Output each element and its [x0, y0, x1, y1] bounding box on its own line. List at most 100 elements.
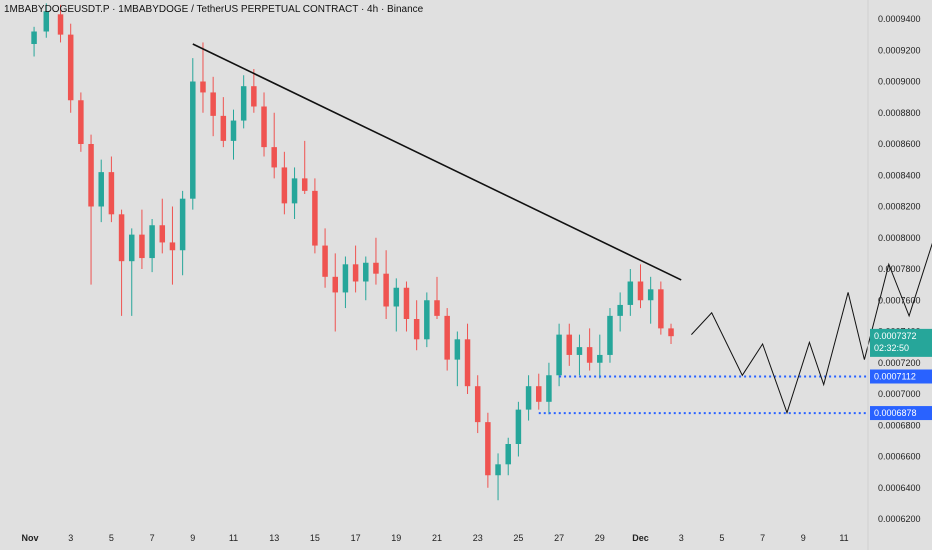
candle-body: [515, 409, 522, 444]
candle-body: [607, 315, 613, 355]
candle-body: [525, 386, 532, 410]
candle-body: [363, 262, 369, 282]
x-tick-label: 19: [391, 533, 401, 543]
x-tick-label: 15: [310, 533, 320, 543]
y-tick-label: 0.0009200: [878, 45, 921, 55]
candle-body: [413, 319, 420, 340]
x-tick-label: Nov: [21, 533, 38, 543]
y-tick-label: 0.0009000: [878, 77, 921, 87]
candle-body: [78, 100, 84, 144]
y-tick-label: 0.0008800: [878, 108, 921, 118]
candle-body: [566, 334, 573, 355]
candle-body: [220, 115, 227, 141]
candle-body: [251, 86, 257, 107]
candle-body: [393, 287, 400, 307]
candle-body: [424, 300, 430, 340]
y-tick-label: 0.0006400: [878, 483, 921, 493]
support-level-tag: [870, 406, 932, 421]
candle-body: [505, 444, 511, 465]
x-tick-label: 21: [432, 533, 442, 543]
x-tick-label: 3: [679, 533, 684, 543]
candle-body: [57, 14, 64, 35]
candle-body: [200, 81, 206, 93]
y-tick-label: 0.0007800: [878, 264, 921, 274]
y-tick-label: 0.0008400: [878, 170, 921, 180]
candle-body: [536, 386, 542, 402]
candle-body: [322, 245, 328, 277]
x-tick-label: 23: [473, 533, 483, 543]
y-tick-label: 0.0008600: [878, 139, 921, 149]
candle-body: [454, 339, 461, 360]
candle-body: [190, 81, 196, 199]
x-tick-label: 3: [68, 533, 73, 543]
y-tick-label: 0.0007000: [878, 389, 921, 399]
x-tick-label: 5: [109, 533, 114, 543]
candle-body: [434, 300, 440, 316]
candle-body: [403, 287, 410, 319]
x-tick-label: 7: [150, 533, 155, 543]
candle-body: [301, 178, 308, 191]
x-tick-label: 11: [839, 533, 848, 543]
candle-body: [352, 264, 359, 282]
y-tick-label: 0.0006600: [878, 452, 921, 462]
candle-body: [139, 234, 145, 259]
candle-body: [149, 225, 155, 259]
current-price-tag: [870, 328, 932, 357]
y-tick-label: 0.0007600: [878, 295, 921, 305]
x-tick-label: 17: [351, 533, 361, 543]
y-tick-label: 0.0008000: [878, 233, 921, 243]
support-level-label: 0.0007112: [874, 372, 916, 382]
current-price-value: 0.0007372: [874, 331, 917, 341]
x-tick-label: 11: [229, 533, 238, 543]
candle-body: [464, 339, 471, 387]
candle-body: [169, 242, 176, 251]
x-tick-label: 7: [760, 533, 765, 543]
candle-body: [617, 304, 623, 316]
candle-body: [637, 281, 644, 301]
candle-body: [261, 106, 267, 148]
candle-body: [108, 172, 115, 215]
candle-body: [332, 276, 338, 293]
y-tick-label: 0.0009400: [878, 14, 921, 24]
candle-body: [495, 464, 501, 476]
y-tick-label: 0.0006800: [878, 420, 921, 430]
candle-body: [668, 328, 674, 337]
candle-body: [373, 262, 379, 274]
x-tick-label: Dec: [632, 533, 649, 543]
candle-body: [485, 422, 491, 476]
y-tick-label: 0.0008200: [878, 202, 921, 212]
candle-body: [647, 289, 654, 301]
candle-body: [546, 375, 552, 402]
candle-body: [658, 289, 664, 329]
candle-body: [474, 386, 481, 423]
trendline: [192, 43, 682, 281]
candle-body: [342, 264, 349, 293]
candle-body: [271, 147, 277, 168]
candle-body: [67, 34, 74, 101]
candle-body: [383, 273, 389, 307]
x-tick-label: 27: [554, 533, 564, 543]
candle-body: [230, 120, 237, 141]
candle-body: [312, 190, 318, 246]
x-tick-label: 29: [595, 533, 605, 543]
x-tick-label: 9: [801, 533, 806, 543]
candle-body: [88, 144, 94, 207]
candle-body: [98, 172, 104, 207]
candle-body: [627, 281, 634, 305]
x-tick-label: 13: [269, 533, 279, 543]
y-tick-label: 0.0007200: [878, 358, 921, 368]
candle-body: [118, 214, 125, 262]
candle-body: [210, 92, 216, 116]
candle-body: [576, 347, 583, 355]
x-tick-label: 25: [513, 533, 523, 543]
x-tick-label: 9: [190, 533, 195, 543]
candle-body: [586, 347, 593, 363]
support-level-label: 0.0006878: [874, 408, 917, 418]
chart-title: 1MBABYDOGEUSDT.P · 1MBABYDOGE / TetherUS…: [4, 4, 424, 15]
candle-body: [281, 167, 288, 204]
support-level-tag: [870, 369, 932, 384]
candle-body: [129, 234, 135, 262]
candle-body: [159, 225, 166, 243]
